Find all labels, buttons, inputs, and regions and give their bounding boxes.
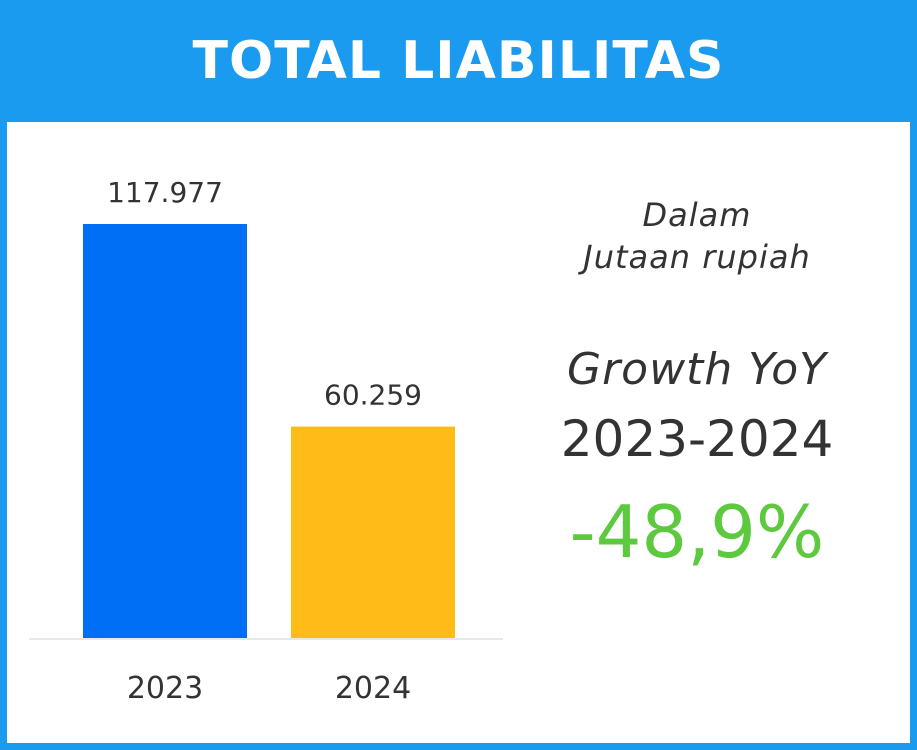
- data-label-2023: 117.977: [107, 176, 223, 209]
- unit-note-line1: Dalam: [642, 196, 752, 234]
- bar-chart: 117.977 2023 60.259 2024: [29, 176, 503, 706]
- bar-2024: [291, 426, 455, 638]
- growth-label: Growth YoY: [566, 344, 828, 395]
- chart-title: TOTAL LIABILITAS: [192, 31, 725, 91]
- unit-note-line2: Jutaan rupiah: [583, 238, 811, 276]
- x-tick-label-2023: 2023: [127, 671, 203, 706]
- growth-period: 2023-2024: [560, 410, 834, 468]
- chart-panel: 117.977 2023 60.259 2024 Dalam Jutaan rupia…: [7, 122, 910, 743]
- data-label-2024: 60.259: [324, 379, 422, 412]
- growth-value: -48,9%: [569, 490, 825, 574]
- x-tick-label-2024: 2024: [335, 671, 411, 706]
- bar-2023: [83, 224, 247, 638]
- unit-note: Dalam Jutaan rupiah: [527, 194, 867, 278]
